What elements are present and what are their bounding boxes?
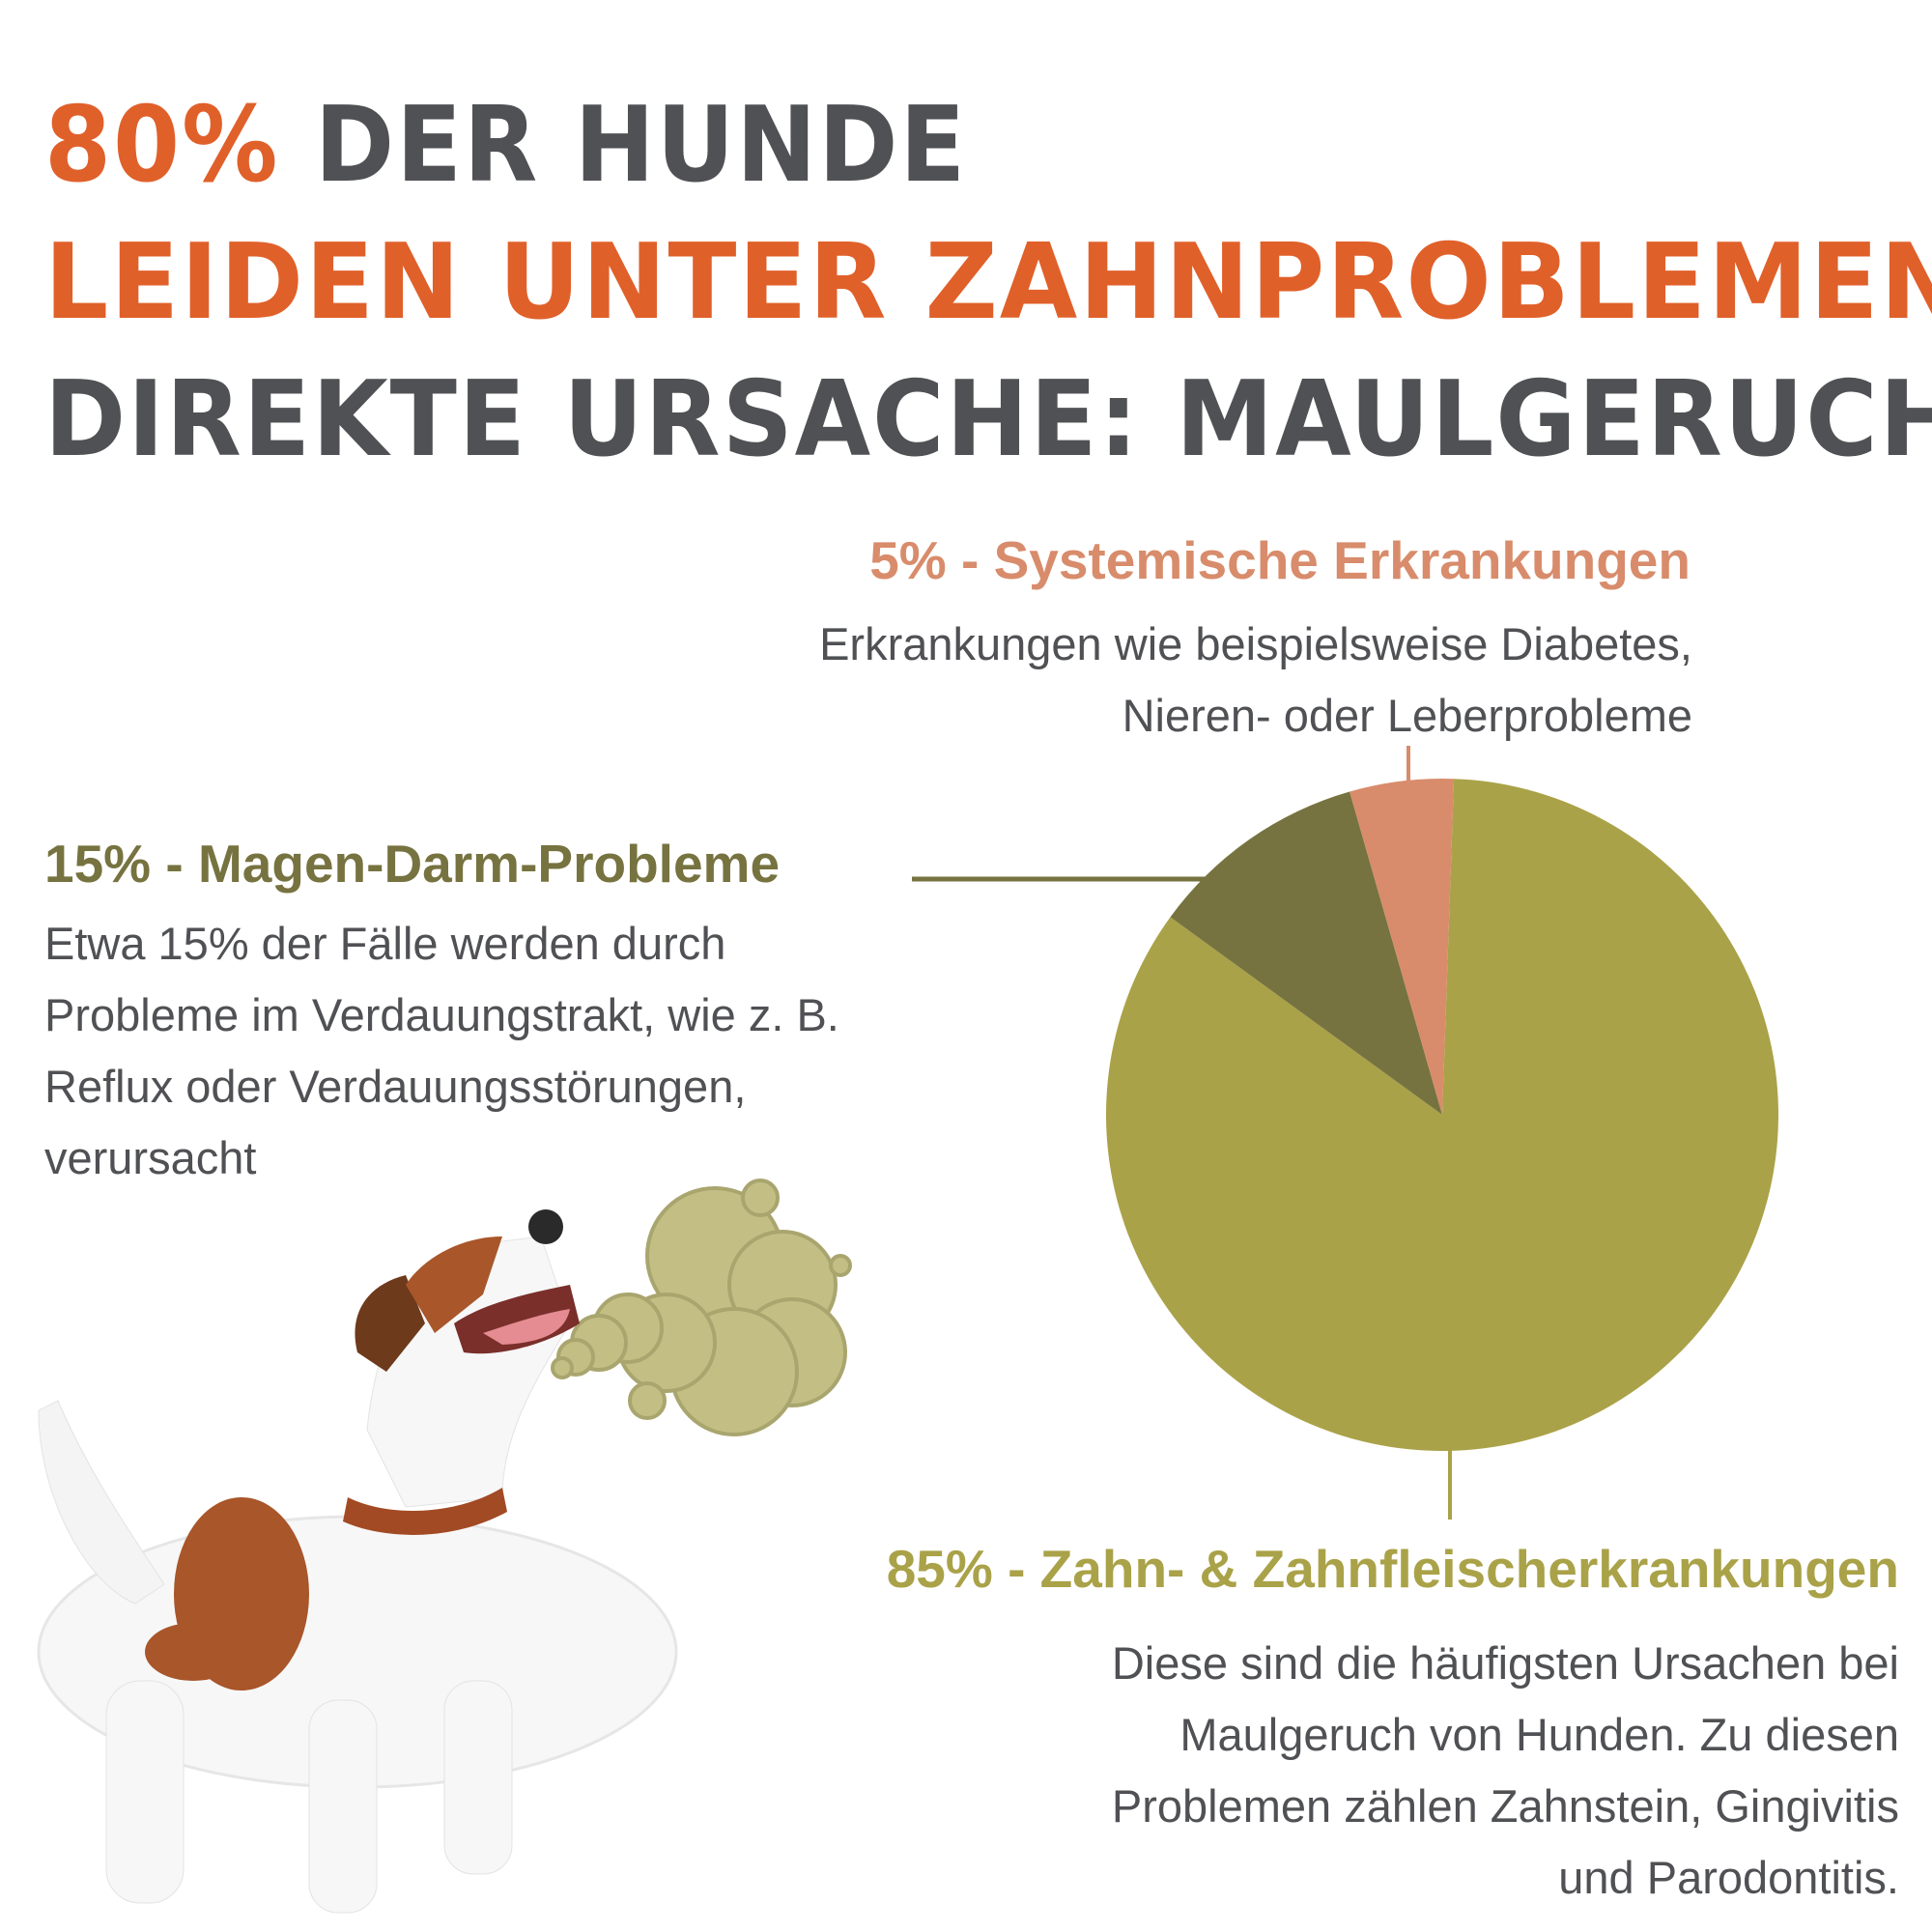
dog-illustration	[37, 1179, 852, 1914]
desc-line: und Parodontitis.	[1558, 1852, 1899, 1903]
pie-slice-gastro	[1170, 791, 1442, 1115]
label-dental-description: Diese sind die häufigsten Ursachen bei M…	[1112, 1628, 1899, 1914]
desc-line: Problemen zählen Zahnstein, Gingivitis	[1111, 1780, 1899, 1832]
dog-icon	[37, 1209, 678, 1914]
label-dental-title: 85% - Zahn- & Zahnfleischerkrankungen	[886, 1539, 1899, 1599]
desc-line: Diese sind die häufigsten Ursachen bei	[1111, 1637, 1899, 1689]
desc-line: Etwa 15% der Fälle werden durch	[44, 918, 726, 969]
desc-line: Reflux oder Verdauungsstörungen,	[44, 1061, 747, 1112]
desc-line: verursacht	[44, 1132, 257, 1183]
desc-line: Probleme im Verdauungstrakt, wie z. B.	[44, 989, 839, 1040]
pie-slice-dental	[1106, 779, 1779, 1451]
headline-line-3: DIREKTE URSACHE: MAULGERUCH	[44, 359, 1932, 480]
headline-rest: DER HUNDE	[279, 85, 968, 206]
label-systemic-description: Erkrankungen wie beispielsweise Diabetes…	[819, 609, 1692, 752]
pie-slice-systemic	[1350, 778, 1455, 1115]
desc-line: Maulgeruch von Hunden. Zu diesen	[1179, 1709, 1899, 1760]
headline-line-2: LEIDEN UNTER ZAHNPROBLEMEN.	[44, 222, 1932, 343]
breath-cloud-icon	[551, 1179, 852, 1436]
headline-accent: 80%	[44, 85, 280, 206]
desc-line: Erkrankungen wie beispielsweise Diabetes…	[819, 618, 1692, 669]
desc-line: Nieren- oder Leberprobleme	[1122, 690, 1692, 741]
label-systemic-title: 5% - Systemische Erkrankungen	[869, 530, 1690, 590]
label-gastro-description: Etwa 15% der Fälle werden durch Probleme…	[44, 908, 839, 1194]
headline-line-1: 80% DER HUNDE	[44, 85, 967, 206]
label-gastro-title: 15% - Magen-Darm-Probleme	[44, 834, 781, 894]
